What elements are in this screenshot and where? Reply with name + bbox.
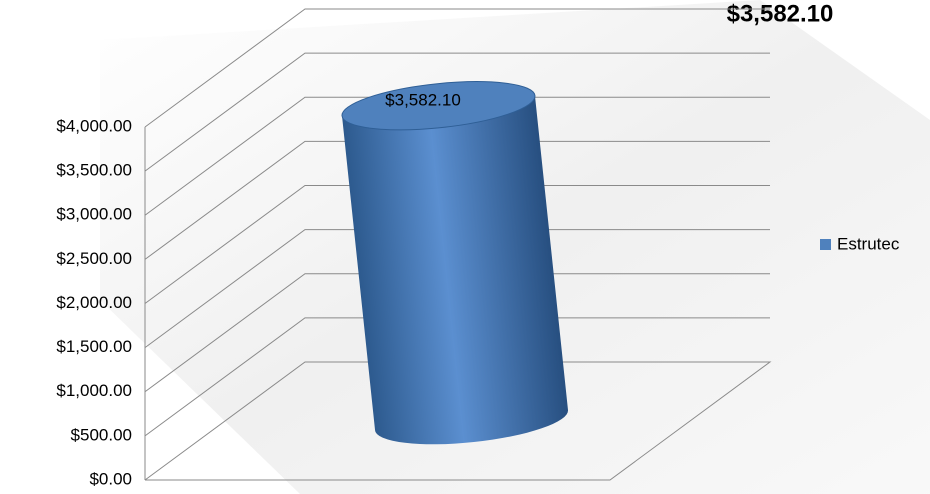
chart-title: $3,582.10 — [727, 0, 834, 27]
grid-line — [144, 96, 770, 216]
y-tick-label: $500.00 — [71, 425, 132, 444]
legend-swatch — [820, 239, 831, 250]
grid-line — [144, 273, 770, 393]
grid-line — [144, 185, 770, 304]
y-tick-label: $0.00 — [89, 469, 132, 488]
legend-label: Estrutec — [837, 234, 900, 253]
grid-line — [144, 317, 770, 437]
grid-line — [144, 52, 770, 172]
y-tick-label: $1,000.00 — [56, 381, 132, 400]
y-tick-label: $3,500.00 — [56, 161, 132, 180]
data-label: $3,582.10 — [385, 90, 461, 109]
cylinder-body — [342, 95, 568, 445]
y-tick-label: $2,500.00 — [56, 249, 132, 268]
grid-line — [144, 229, 770, 349]
cylinder-top — [341, 81, 536, 131]
cylinder — [341, 81, 568, 445]
grid-line — [144, 140, 770, 260]
y-tick-label: $4,000.00 — [56, 116, 132, 135]
y-tick-label: $2,000.00 — [56, 293, 132, 312]
grid-line — [144, 361, 770, 481]
y-tick-label: $3,000.00 — [56, 205, 132, 224]
y-tick-label: $1,500.00 — [56, 337, 132, 356]
grid-line — [144, 8, 770, 128]
